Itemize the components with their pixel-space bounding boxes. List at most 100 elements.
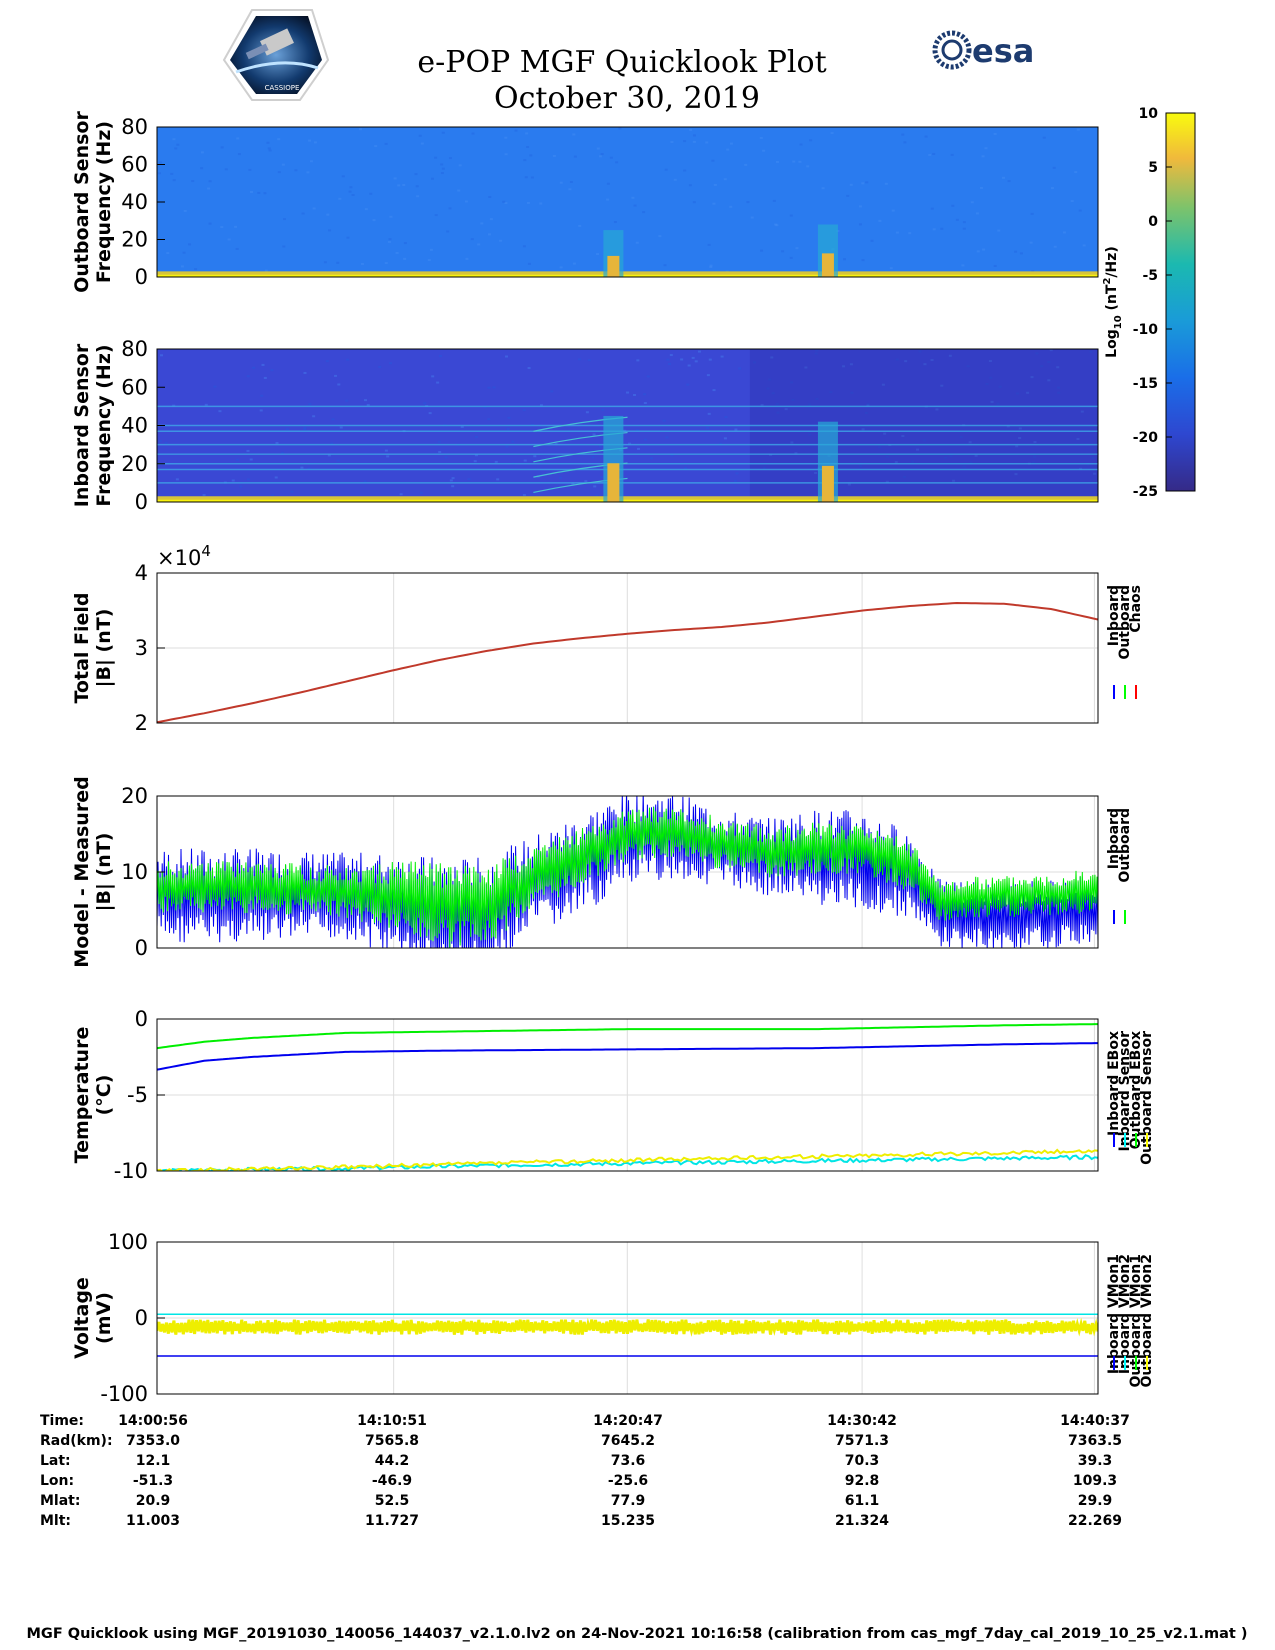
noise-speck	[1030, 376, 1034, 379]
noise-speck	[1053, 245, 1057, 248]
noise-speck	[775, 160, 779, 163]
noise-speck	[858, 205, 862, 208]
noise-speck	[539, 404, 543, 407]
noise-speck	[1002, 176, 1006, 179]
noise-speck	[444, 456, 448, 459]
noise-speck	[908, 232, 912, 235]
noise-speck	[505, 445, 509, 448]
ephemeris-row-label: Mlt:	[40, 1513, 71, 1529]
noise-speck	[799, 143, 803, 146]
noise-speck	[628, 442, 632, 445]
noise-speck	[277, 171, 281, 174]
y-tick-label: 60	[121, 375, 148, 399]
series-group	[157, 796, 1098, 948]
noise-speck	[378, 365, 382, 368]
noise-speck	[894, 461, 898, 464]
y-tick-label: 0	[135, 1007, 148, 1031]
noise-speck	[507, 416, 511, 419]
noise-speck	[166, 252, 170, 255]
noise-speck	[615, 161, 619, 164]
noise-speck	[300, 466, 304, 469]
noise-speck	[1032, 455, 1036, 458]
spectrogram	[157, 127, 1098, 277]
noise-speck	[1050, 187, 1054, 190]
y-tick-label: 0	[135, 936, 148, 960]
noise-speck	[1015, 392, 1019, 395]
noise-speck	[1049, 349, 1053, 352]
noise-speck	[331, 418, 335, 421]
noise-speck	[366, 404, 370, 407]
noise-speck	[1014, 250, 1018, 253]
noise-speck	[402, 184, 406, 187]
y-tick-label: 40	[121, 190, 148, 214]
noise-speck	[175, 478, 179, 481]
panel-6: 100 0 -100 Voltage(mV) Inboard VMon1Inboard …	[71, 1230, 1155, 1406]
noise-speck	[550, 390, 554, 393]
noise-speck	[1042, 136, 1046, 139]
noise-speck	[808, 403, 812, 406]
noise-speck	[1018, 427, 1022, 430]
noise-speck	[878, 219, 882, 222]
noise-speck	[473, 460, 477, 463]
esa-logo-text: esa	[972, 32, 1034, 70]
panel-2: 80 60 40 20 0 Inboard SensorFrequency (Hz)	[71, 337, 1099, 514]
cassiope-patch-icon: CASSIOPE	[222, 9, 330, 101]
series-group	[157, 1023, 1098, 1171]
burst-core	[607, 463, 620, 502]
noise-speck	[1047, 361, 1051, 364]
noise-speck	[771, 392, 775, 395]
noise-speck	[916, 448, 920, 451]
noise-speck	[1080, 410, 1084, 413]
noise-speck	[249, 190, 253, 193]
noise-speck	[769, 453, 773, 456]
noise-speck	[261, 363, 265, 366]
noise-speck	[669, 354, 673, 357]
noise-speck	[160, 354, 164, 357]
noise-speck	[449, 479, 453, 482]
noise-speck	[883, 432, 887, 435]
noise-speck	[330, 442, 334, 445]
noise-speck	[686, 383, 690, 386]
y-tick-label: 80	[121, 115, 148, 139]
noise-speck	[877, 446, 881, 449]
ephemeris-cell: 109.3	[1073, 1473, 1117, 1489]
noise-speck	[271, 494, 275, 497]
noise-speck	[901, 435, 905, 438]
noise-speck	[492, 386, 496, 389]
noise-speck	[441, 131, 445, 134]
y-axis-label: Voltage(mV)	[71, 1277, 115, 1359]
legend-entry-label: Outboard VMon2	[1139, 1254, 1155, 1388]
colorbar-tick-label: -15	[1133, 376, 1158, 392]
noise-speck	[569, 180, 573, 183]
noise-speck	[768, 378, 772, 381]
noise-speck	[418, 134, 422, 137]
noise-speck	[724, 416, 728, 419]
noise-speck	[789, 214, 793, 217]
noise-speck	[600, 153, 604, 156]
noise-speck	[360, 262, 364, 265]
noise-speck	[263, 376, 267, 379]
legend-entry-label: Outboard	[1117, 585, 1133, 660]
noise-speck	[944, 456, 948, 459]
noise-speck	[881, 383, 885, 386]
noise-speck	[989, 376, 993, 379]
noise-speck	[932, 228, 936, 231]
noise-speck	[760, 249, 764, 252]
noise-speck	[415, 185, 419, 188]
noise-speck	[237, 153, 241, 156]
noise-speck	[439, 355, 443, 358]
noise-speck	[558, 476, 562, 479]
noise-speck	[585, 411, 589, 414]
noise-speck	[1029, 241, 1033, 244]
noise-speck	[374, 145, 378, 148]
noise-speck	[719, 442, 723, 445]
noise-speck	[393, 177, 397, 180]
ephemeris-cell: 11.727	[365, 1513, 419, 1529]
noise-speck	[282, 245, 286, 248]
noise-speck	[866, 404, 870, 407]
ephemeris-cell: 7363.5	[1068, 1433, 1122, 1449]
noise-speck	[643, 438, 647, 441]
noise-speck	[592, 433, 596, 436]
noise-speck	[601, 408, 605, 411]
